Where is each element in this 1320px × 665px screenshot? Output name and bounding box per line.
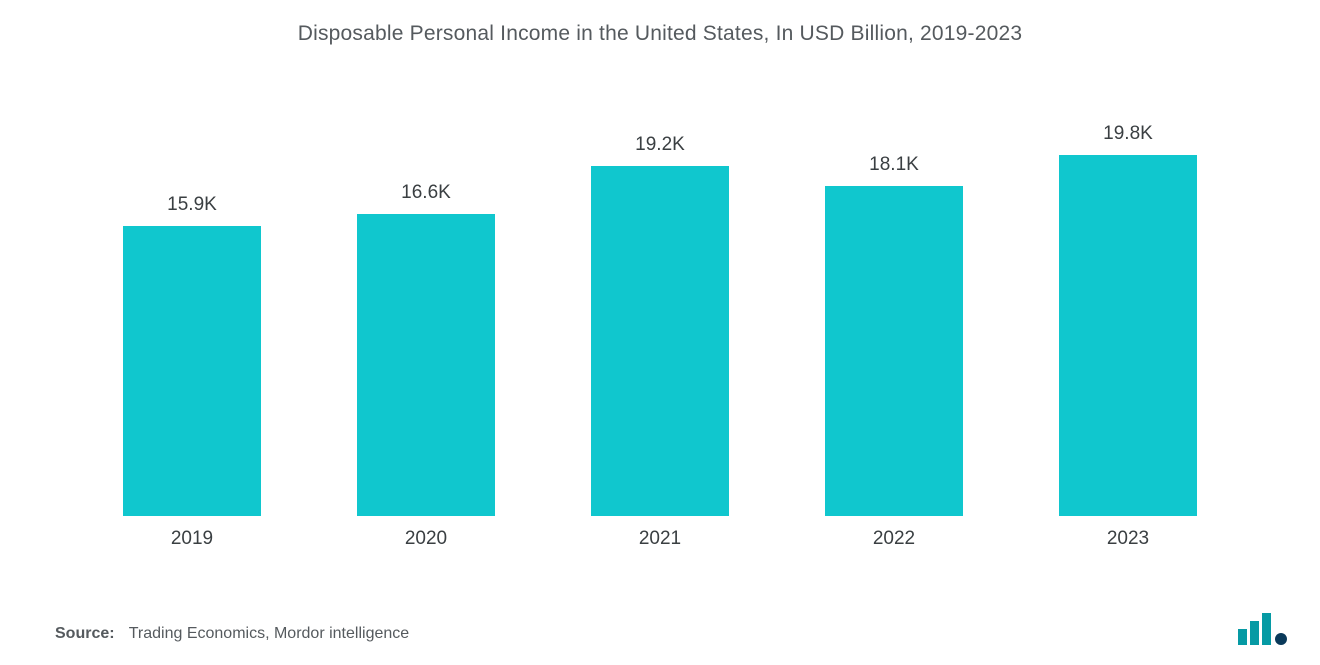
value-label: 18.1K (869, 154, 919, 176)
value-label: 16.6K (401, 182, 451, 204)
source-line: Source: Trading Economics, Mordor intell… (55, 625, 409, 643)
bar (1059, 155, 1197, 516)
source-label: Source: (55, 625, 115, 642)
category-label: 2022 (777, 528, 1011, 550)
bar-slot: 15.9K (75, 106, 309, 516)
bar-slot: 18.1K (777, 106, 1011, 516)
category-label: 2020 (309, 528, 543, 550)
chart-container: Disposable Personal Income in the United… (0, 0, 1320, 665)
source-text: Trading Economics, Mordor intelligence (129, 625, 409, 642)
bar-slot: 16.6K (309, 106, 543, 516)
value-label: 15.9K (167, 194, 217, 216)
bar (123, 226, 261, 516)
value-label: 19.2K (635, 134, 685, 156)
bar (357, 214, 495, 516)
plot-area: 15.9K 16.6K 19.2K 18.1K 19.8K (75, 106, 1245, 516)
category-label: 2019 (75, 528, 309, 550)
category-label: 2023 (1011, 528, 1245, 550)
bar-slot: 19.8K (1011, 106, 1245, 516)
mordor-logo-icon (1236, 613, 1290, 647)
bar-slot: 19.2K (543, 106, 777, 516)
category-axis: 2019 2020 2021 2022 2023 (75, 528, 1245, 550)
category-label: 2021 (543, 528, 777, 550)
value-label: 19.8K (1103, 123, 1153, 145)
chart-title: Disposable Personal Income in the United… (40, 22, 1280, 46)
bar (825, 186, 963, 516)
bar (591, 166, 729, 516)
